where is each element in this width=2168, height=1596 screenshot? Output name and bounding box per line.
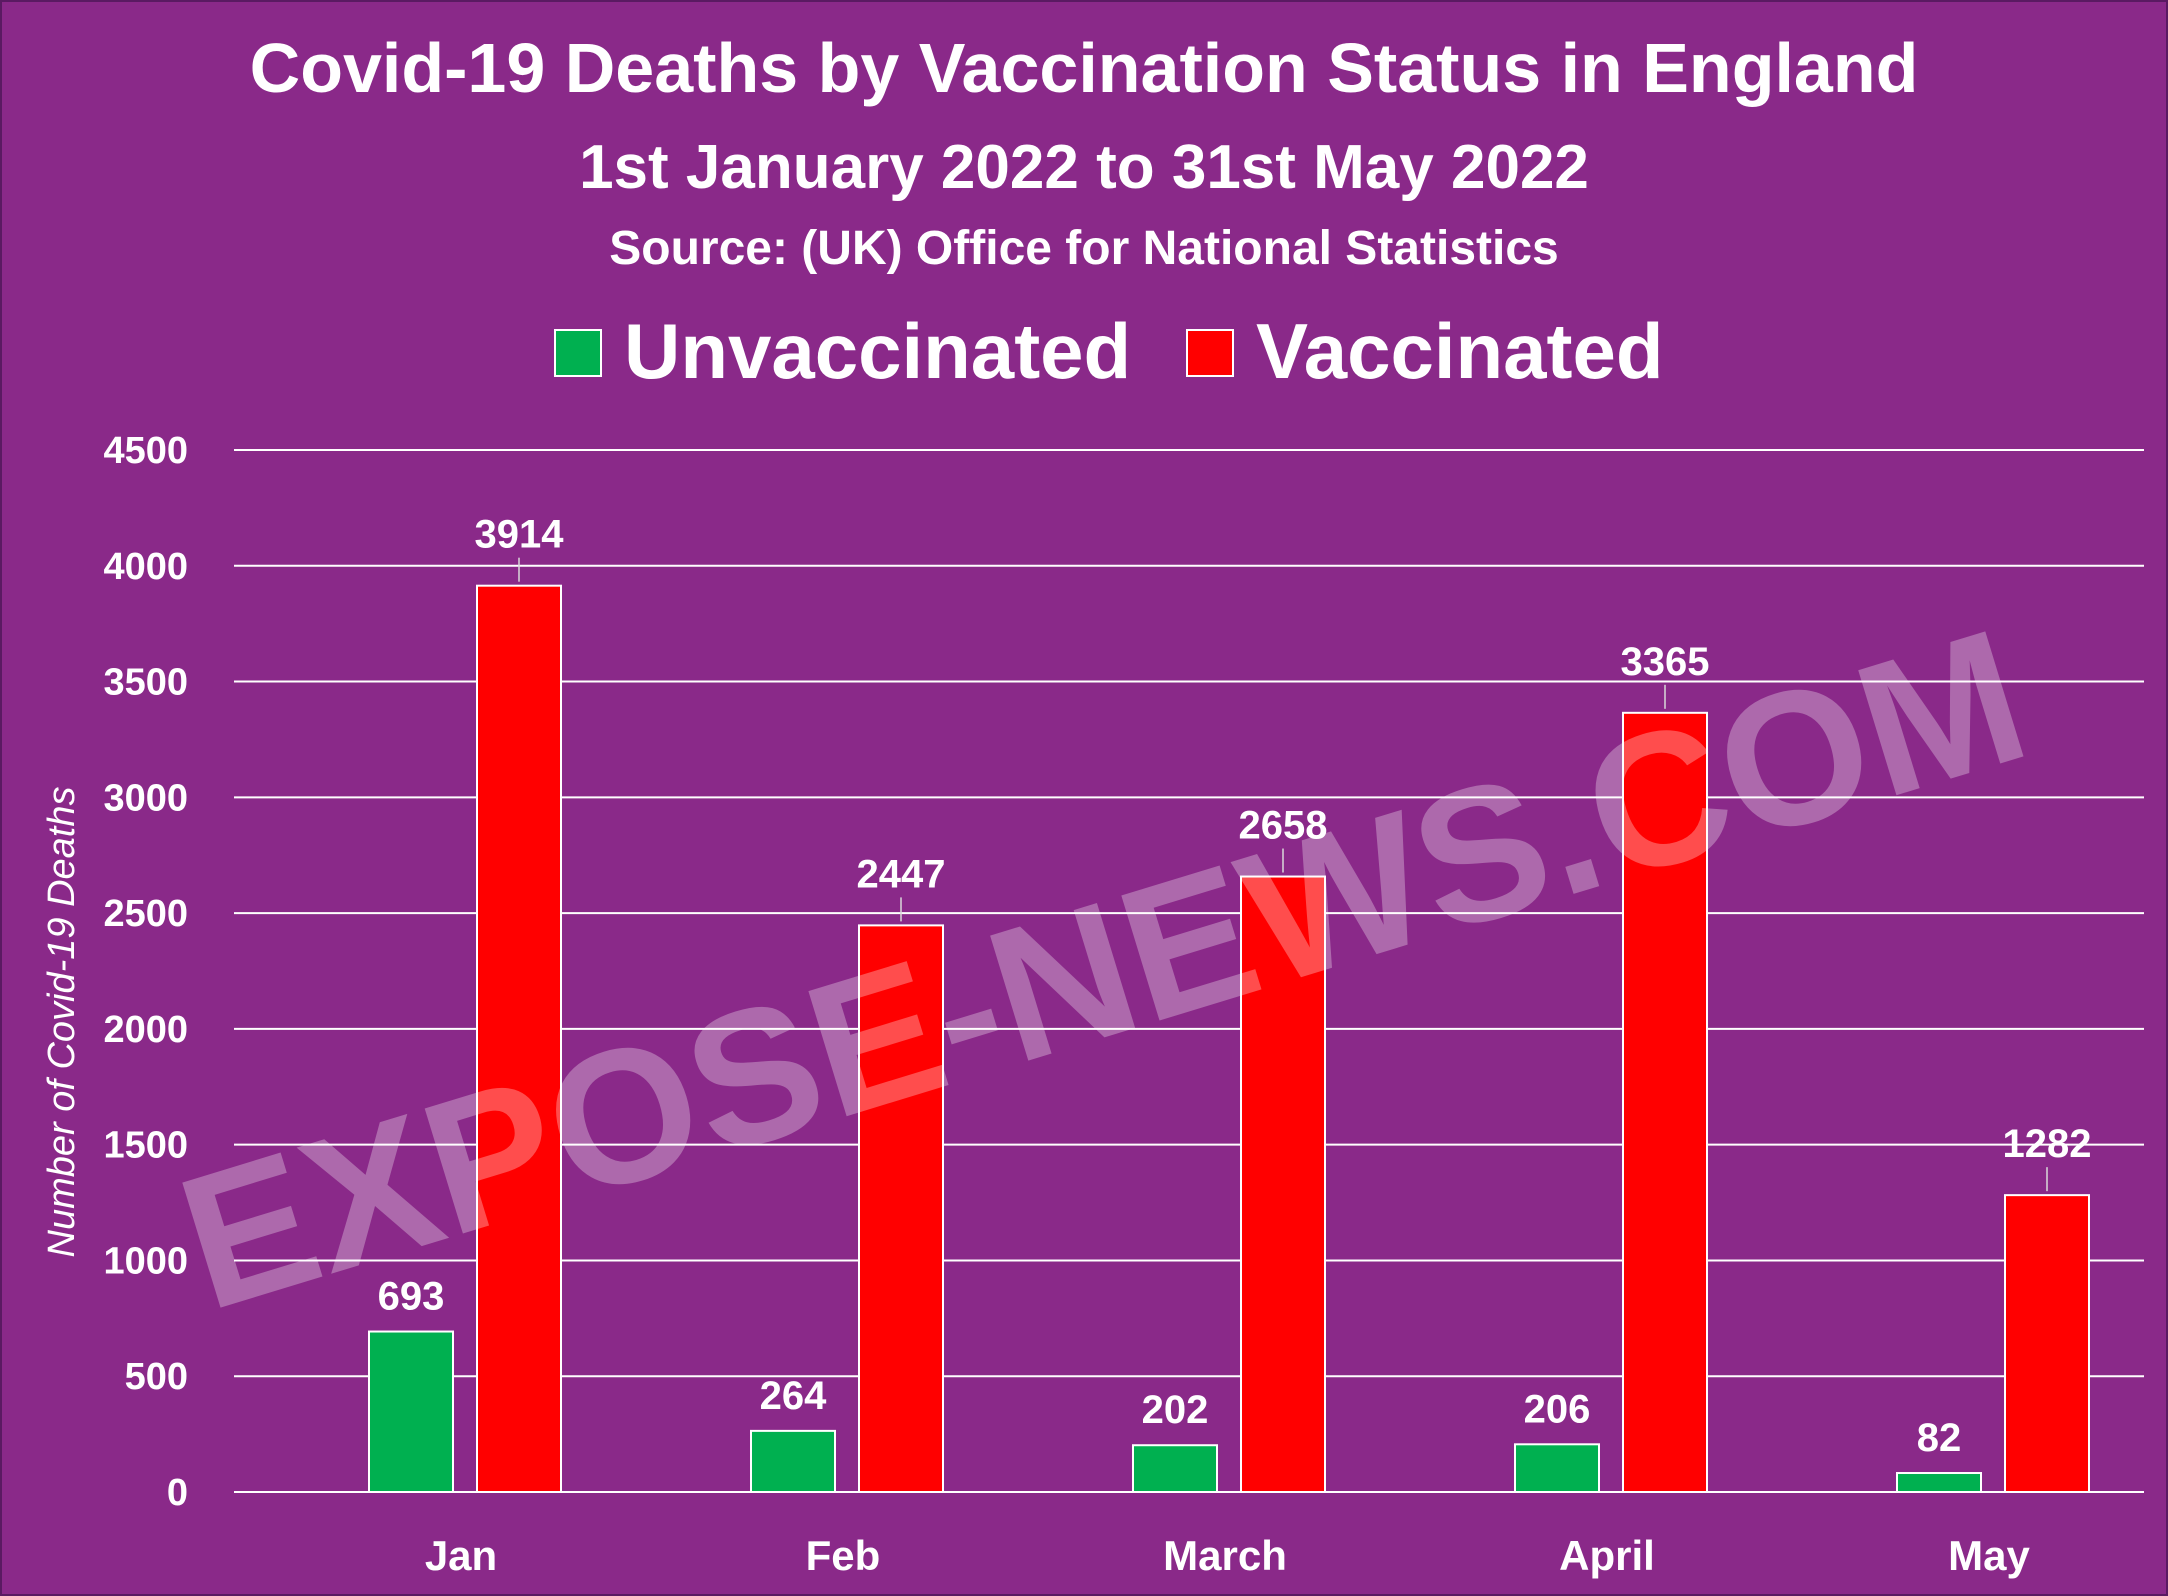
x-category-label: May <box>1948 1532 2030 1579</box>
y-tick-label: 3000 <box>103 777 188 819</box>
data-label: 2447 <box>857 852 946 896</box>
y-axis-label: Number of Covid-19 Deaths <box>41 787 83 1258</box>
y-tick-label: 2500 <box>103 893 188 935</box>
data-label: 2658 <box>1239 804 1328 848</box>
watermark: EXPOSE-NEWS.COM <box>158 589 2047 1350</box>
y-tick-label: 4000 <box>103 546 188 588</box>
y-tick-label: 1000 <box>103 1240 188 1282</box>
data-label: 202 <box>1142 1388 1209 1432</box>
y-tick-label: 2000 <box>103 1009 188 1051</box>
legend-swatch-vaccinated <box>1186 329 1234 377</box>
legend-label-unvaccinated: Unvaccinated <box>624 307 1131 395</box>
x-axis-categories: Jan Feb March April May <box>425 1532 2031 1579</box>
y-tick-label: 0 <box>167 1472 188 1514</box>
bars <box>368 584 2090 1494</box>
label-leader-lines <box>518 557 2048 1192</box>
data-label: 3914 <box>475 513 565 557</box>
chart-title: Covid-19 Deaths by Vaccination Status in… <box>250 29 1919 107</box>
x-category-label: Feb <box>806 1532 881 1579</box>
y-tick-label: 1500 <box>103 1125 188 1167</box>
data-label: 206 <box>1524 1387 1591 1431</box>
x-category-label: March <box>1163 1532 1287 1579</box>
legend-swatch-unvaccinated <box>554 329 602 377</box>
bar-unvaccinated <box>750 1429 836 1494</box>
bar-unvaccinated <box>1514 1443 1600 1494</box>
data-label: 693 <box>378 1275 445 1319</box>
legend: Unvaccinated Vaccinated <box>554 307 1664 395</box>
bar-vaccinated <box>858 924 944 1493</box>
data-label: 1282 <box>2003 1122 2092 1166</box>
legend-label-vaccinated: Vaccinated <box>1256 307 1664 395</box>
y-tick-label: 3500 <box>103 662 188 704</box>
y-axis-ticks: 0 500 1000 1500 2000 2500 3000 3500 4000 4500 <box>103 430 188 1514</box>
bar-unvaccinated <box>368 1330 454 1493</box>
y-tick-label: 4500 <box>103 430 188 472</box>
bar-unvaccinated <box>1896 1472 1982 1494</box>
chart-source: Source: (UK) Office for National Statist… <box>609 222 1558 275</box>
data-labels: 693 3914 264 2447 202 2658 206 3365 82 1282 <box>378 513 2092 1460</box>
bar-unvaccinated <box>1132 1444 1218 1494</box>
data-label: 3365 <box>1621 640 1710 684</box>
x-category-label: April <box>1559 1532 1655 1579</box>
bar-vaccinated <box>476 584 562 1493</box>
bar-vaccinated <box>2004 1194 2090 1493</box>
y-tick-label: 500 <box>125 1356 188 1398</box>
chart-subtitle: 1st January 2022 to 31st May 2022 <box>579 133 1589 202</box>
data-label: 264 <box>760 1374 827 1418</box>
bar-vaccinated <box>1240 875 1326 1493</box>
data-label: 82 <box>1917 1416 1962 1460</box>
x-category-label: Jan <box>425 1532 497 1579</box>
bar-vaccinated <box>1622 711 1708 1493</box>
